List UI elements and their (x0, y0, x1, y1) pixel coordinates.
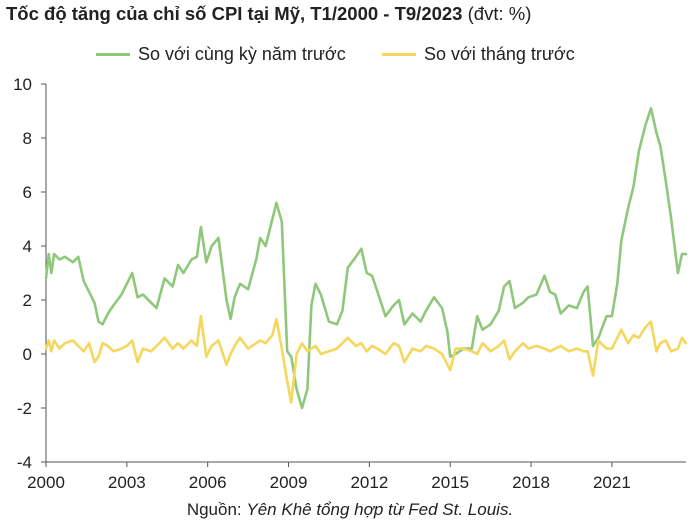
source-text: Yên Khê tổng hợp từ Fed St. Louis. (246, 500, 514, 519)
y-tick-label: -4 (17, 453, 32, 472)
source-label: Nguồn: (186, 500, 242, 519)
series-line-yoy (44, 107, 688, 410)
x-tick-label: 2009 (270, 473, 308, 492)
y-tick-label: 2 (23, 291, 32, 310)
chart-source: Nguồn: Yên Khê tổng hợp từ Fed St. Louis… (0, 500, 700, 520)
chart-title: Tốc độ tăng của chỉ số CPI tại Mỹ, T1/20… (6, 3, 531, 25)
y-tick-label: 8 (23, 129, 32, 148)
chart-title-unit: (đvt: %) (467, 3, 532, 24)
x-tick-label: 2012 (350, 473, 388, 492)
x-tick-label: 2018 (512, 473, 550, 492)
x-tick-label: 2000 (27, 473, 65, 492)
chart-legend: So với cùng kỳ năm trước So với tháng tr… (0, 44, 700, 74)
y-tick-label: 6 (23, 183, 32, 202)
y-tick-label: 0 (23, 345, 32, 364)
x-tick-label: 2015 (431, 473, 469, 492)
x-tick-label: 2006 (189, 473, 227, 492)
chart-title-text: Tốc độ tăng của chỉ số CPI tại Mỹ, T1/20… (6, 3, 463, 24)
x-tick-label: 2003 (108, 473, 146, 492)
legend-item-yoy: So với cùng kỳ năm trước (96, 44, 346, 65)
legend-label-yoy: So với cùng kỳ năm trước (138, 44, 346, 64)
y-tick-label: -2 (17, 399, 32, 418)
series-line-mom (44, 314, 688, 404)
legend-label-mom: So với tháng trước (424, 44, 575, 64)
legend-item-mom: So với tháng trước (382, 44, 575, 65)
y-tick-label: 10 (13, 75, 32, 94)
y-tick-label: 4 (23, 237, 32, 256)
legend-swatch-mom (382, 53, 416, 56)
legend-swatch-yoy (96, 53, 130, 56)
x-tick-label: 2021 (593, 473, 631, 492)
